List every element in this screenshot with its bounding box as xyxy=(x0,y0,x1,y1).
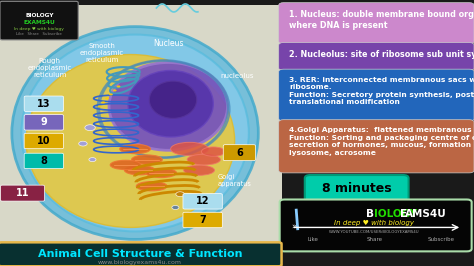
Ellipse shape xyxy=(101,101,105,103)
Ellipse shape xyxy=(98,105,101,107)
Text: Golgi
apparatus: Golgi apparatus xyxy=(218,174,252,187)
Ellipse shape xyxy=(128,70,213,137)
Text: 1. Nucleus: double membrane bound organelle
where DNA is present: 1. Nucleus: double membrane bound organe… xyxy=(289,10,474,30)
Text: 12: 12 xyxy=(196,196,210,206)
FancyBboxPatch shape xyxy=(24,153,64,169)
Ellipse shape xyxy=(21,35,249,231)
Text: 10: 10 xyxy=(37,136,51,146)
Text: BIOLOGY: BIOLOGY xyxy=(25,14,54,18)
Text: Smooth
endoplasmic
reticulum: Smooth endoplasmic reticulum xyxy=(80,43,124,63)
Text: WWW.YOUTUBE.COM/USER/BIOLOGYEXAMS4U: WWW.YOUTUBE.COM/USER/BIOLOGYEXAMS4U xyxy=(329,230,420,234)
Ellipse shape xyxy=(124,165,155,175)
FancyBboxPatch shape xyxy=(0,185,45,201)
Ellipse shape xyxy=(183,165,214,175)
Text: In deep ♥ with biology: In deep ♥ with biology xyxy=(14,27,64,31)
Text: www.biologyexams4u.com: www.biologyexams4u.com xyxy=(98,260,182,265)
Text: Subscribe: Subscribe xyxy=(428,237,454,242)
Ellipse shape xyxy=(79,141,87,146)
Ellipse shape xyxy=(201,147,225,156)
Ellipse shape xyxy=(89,157,96,162)
Ellipse shape xyxy=(190,202,199,207)
Text: Like: Like xyxy=(308,237,318,242)
Ellipse shape xyxy=(110,160,141,170)
Ellipse shape xyxy=(109,93,113,95)
Text: 7: 7 xyxy=(199,215,206,225)
FancyBboxPatch shape xyxy=(280,200,472,251)
FancyBboxPatch shape xyxy=(223,145,255,161)
FancyBboxPatch shape xyxy=(24,96,64,111)
Ellipse shape xyxy=(137,182,167,191)
Text: 3. RER: interconnected membranous sacs with
ribosome.
Function: Secretory protei: 3. RER: interconnected membranous sacs w… xyxy=(289,77,474,105)
Text: 8 minutes: 8 minutes xyxy=(322,182,392,195)
Ellipse shape xyxy=(117,85,120,88)
Text: Animal Cell Structure & Function: Animal Cell Structure & Function xyxy=(37,249,242,259)
FancyBboxPatch shape xyxy=(183,212,222,228)
Text: E: E xyxy=(400,209,407,219)
Ellipse shape xyxy=(119,144,150,154)
FancyBboxPatch shape xyxy=(0,5,282,242)
FancyBboxPatch shape xyxy=(183,194,222,209)
Ellipse shape xyxy=(187,154,220,165)
Ellipse shape xyxy=(146,168,176,178)
FancyBboxPatch shape xyxy=(279,69,474,121)
Ellipse shape xyxy=(131,155,162,164)
Text: 6: 6 xyxy=(236,148,243,158)
Ellipse shape xyxy=(26,55,235,227)
Ellipse shape xyxy=(12,27,258,239)
Text: B: B xyxy=(366,209,374,219)
Ellipse shape xyxy=(172,205,179,210)
FancyBboxPatch shape xyxy=(305,175,409,201)
FancyBboxPatch shape xyxy=(0,1,78,40)
Ellipse shape xyxy=(105,97,109,99)
Text: 2. Nucleolus: site of ribosome sub unit synthesis: 2. Nucleolus: site of ribosome sub unit … xyxy=(289,50,474,59)
FancyBboxPatch shape xyxy=(279,120,474,173)
Text: 8: 8 xyxy=(40,156,47,166)
Text: EXAMS4U: EXAMS4U xyxy=(24,20,55,25)
Text: Nucleus: Nucleus xyxy=(153,39,183,48)
Text: nucleolus: nucleolus xyxy=(220,73,254,79)
Ellipse shape xyxy=(109,63,228,150)
Text: »: » xyxy=(292,223,297,232)
Text: Like   Share   Subscribe: Like Share Subscribe xyxy=(17,32,62,36)
Ellipse shape xyxy=(176,192,184,197)
Text: Share: Share xyxy=(366,237,383,242)
Ellipse shape xyxy=(171,142,209,156)
Text: AMS4U: AMS4U xyxy=(405,209,447,219)
Text: 4.Golgi Apparatus:  flattened membranous sacs
Function: Sorting and packaging ce: 4.Golgi Apparatus: flattened membranous … xyxy=(289,127,474,156)
FancyBboxPatch shape xyxy=(0,242,282,266)
Ellipse shape xyxy=(85,125,95,131)
Text: In deep ♥ with biology: In deep ♥ with biology xyxy=(335,220,414,226)
FancyBboxPatch shape xyxy=(279,3,474,44)
Text: IOLOGY: IOLOGY xyxy=(374,209,418,219)
Text: Rough
endoplasmic
reticulum: Rough endoplasmic reticulum xyxy=(27,58,72,78)
FancyBboxPatch shape xyxy=(24,115,64,130)
Ellipse shape xyxy=(149,81,197,118)
FancyBboxPatch shape xyxy=(279,43,474,70)
FancyBboxPatch shape xyxy=(24,133,64,149)
Text: 13: 13 xyxy=(37,99,51,109)
Text: 9: 9 xyxy=(40,117,47,127)
Text: 11: 11 xyxy=(16,188,29,198)
Ellipse shape xyxy=(113,89,117,92)
